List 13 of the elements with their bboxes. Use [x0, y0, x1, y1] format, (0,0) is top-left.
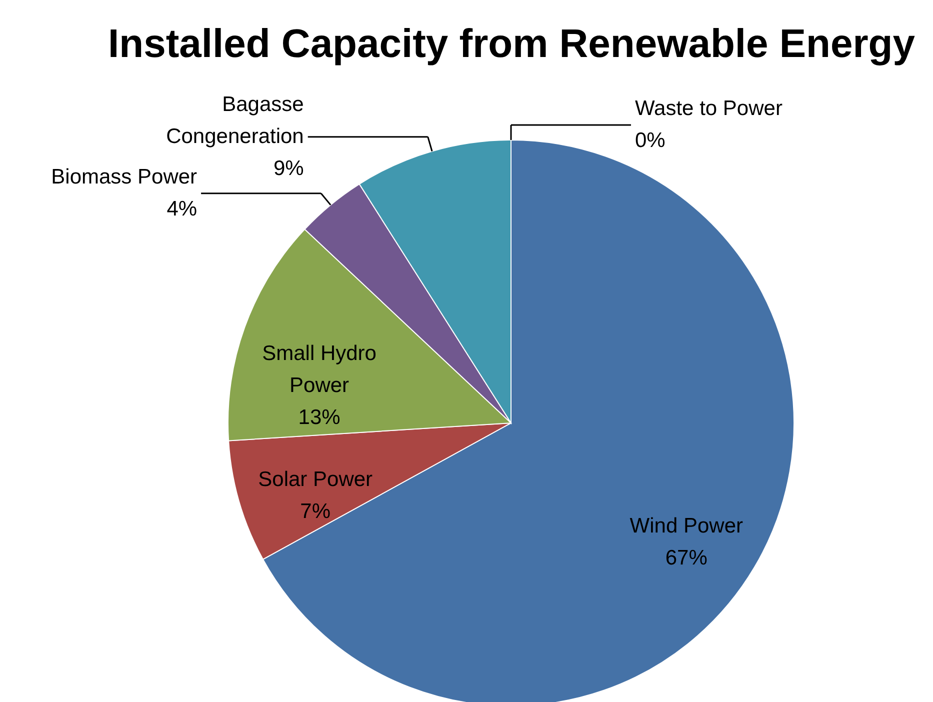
- slice-label: Bagasse Congeneration: [166, 92, 304, 148]
- data-label: 4%: [166, 197, 198, 220]
- slice-label: Wind Power: [630, 514, 743, 538]
- category-label: Waste to Power: [635, 97, 782, 120]
- data-label: 7%: [300, 500, 331, 523]
- data-label: 67%: [665, 546, 708, 570]
- data-label: 13%: [298, 406, 340, 429]
- slice-label: Small Hydro Power: [262, 342, 376, 397]
- slice-label: Solar Power: [258, 468, 373, 491]
- slice-label: Biomass Power: [51, 165, 198, 188]
- text: 0%: [635, 129, 666, 152]
- data-label: 9%: [274, 156, 304, 180]
- chart-title: Installed Capacity from Renewable Energy: [108, 22, 916, 66]
